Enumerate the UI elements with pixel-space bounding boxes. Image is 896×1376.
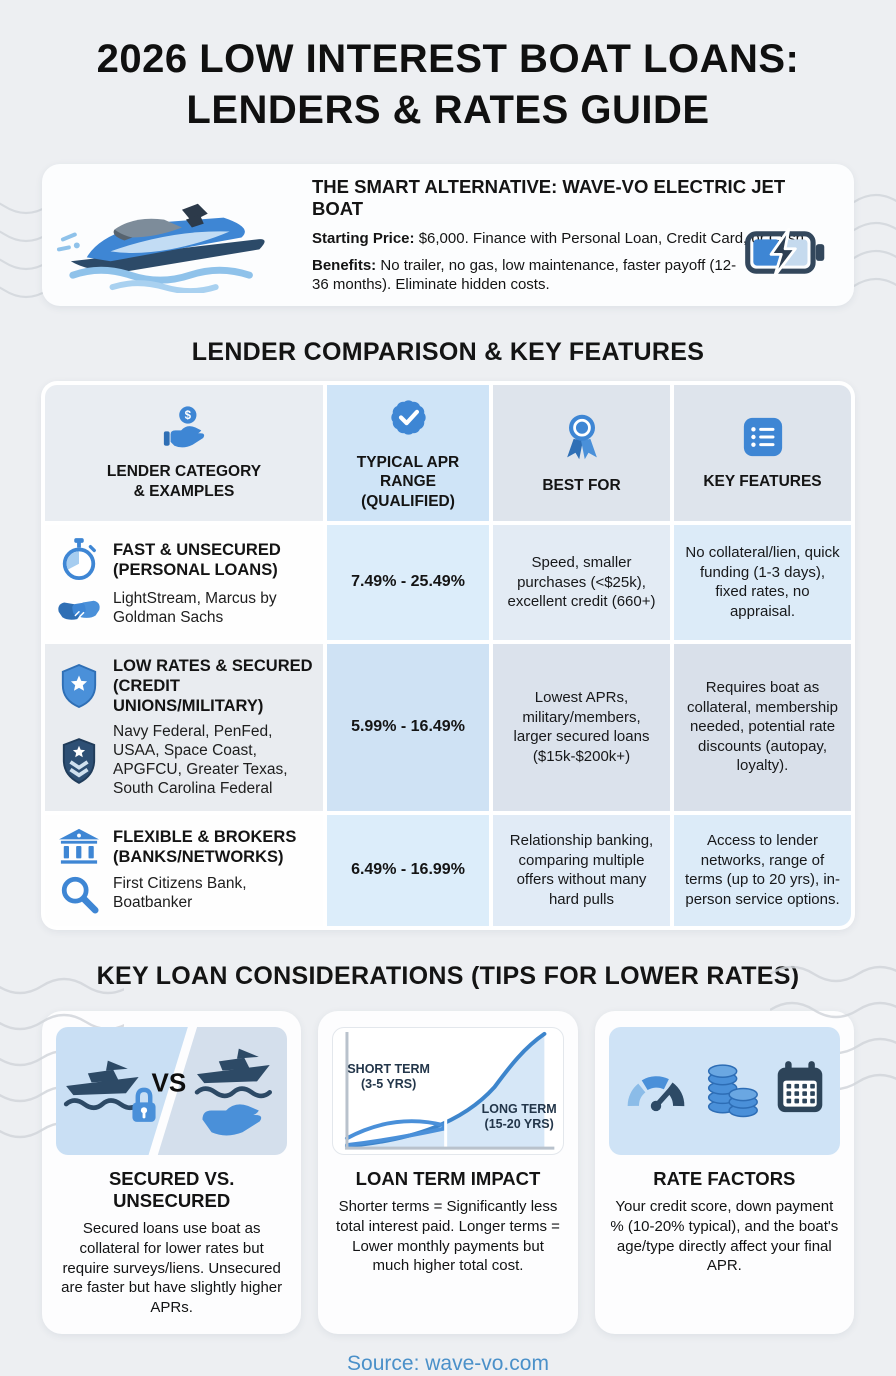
best-for-cell: Speed, smaller purchases (<$25k), excell… (493, 524, 670, 640)
rate-factors-graphic (608, 1026, 840, 1155)
shield-star-icon (55, 663, 103, 709)
jet-boat-illustration (42, 177, 312, 294)
lender-comparison-table: $ LENDER CATEGORY & EXAMPLES TYPICAL APR… (41, 381, 855, 930)
apr-value: 5.99% - 16.49% (351, 718, 465, 736)
hand-coin-icon: $ (161, 405, 207, 455)
secured-vs-unsecured-graphic: VS (56, 1026, 288, 1155)
page-title: 2026 LOW INTEREST BOAT LOANS: LENDERS & … (96, 37, 800, 133)
apr-cell: 7.49% - 25.49% (327, 524, 489, 640)
column-header-best-for: BEST FOR (493, 385, 670, 521)
benefits-label: Benefits: (312, 256, 377, 274)
term-cost-curves (345, 1031, 555, 1150)
card-body: Your credit score, down payment % (10-20… (610, 1197, 839, 1275)
column-header-key-features: KEY FEATURES (674, 385, 851, 521)
loan-term-chart: SHORT TERM (3-5 YRS) LONG TERM (15-20 YR… (332, 1026, 564, 1155)
card-title: LOAN TERM IMPACT (355, 1167, 541, 1189)
price-text: $6,000. Finance with Personal Loan, Cred… (414, 230, 809, 248)
key-features-text: Requires boat as collateral, membership … (687, 679, 838, 775)
vs-label: VS (151, 1067, 187, 1098)
hero-heading: THE SMART ALTERNATIVE: WAVE-VO ELECTRIC … (312, 176, 786, 220)
handshake-icon (55, 593, 103, 625)
hero-price-line: Starting Price: $6,000. Finance with Per… (312, 229, 838, 249)
considerations-heading: KEY LOAN CONSIDERATIONS (TIPS FOR LOWER … (96, 961, 800, 990)
key-features-cell: Access to lender networks, range of term… (674, 814, 851, 926)
calendar-icon (774, 1059, 826, 1122)
apr-value: 7.49% - 25.49% (351, 573, 465, 591)
key-features-cell: Requires boat as collateral, membership … (674, 643, 851, 811)
benefits-text: No trailer, no gas, low maintenance, fas… (312, 256, 737, 294)
list-icon (741, 415, 785, 464)
best-for-text: Lowest APRs, military/members, larger se… (513, 689, 650, 765)
military-rank-icon (55, 737, 103, 785)
stopwatch-icon (55, 537, 103, 583)
card-title: SECURED VS. UNSECURED (108, 1167, 235, 1211)
best-for-cell: Relationship banking, comparing multiple… (493, 814, 670, 926)
apr-cell: 6.49% - 16.99% (327, 814, 489, 926)
category-title: FLEXIBLE & BROKERS (BANKS/NETWORKS) (113, 827, 297, 866)
category-examples: Navy Federal, PenFed, USAA, Space Coast,… (113, 723, 288, 797)
apr-value: 6.49% - 16.99% (351, 861, 465, 879)
column-label: LENDER CATEGORY & EXAMPLES (106, 463, 262, 500)
card-rate-factors: RATE FACTORS Your credit score, down pay… (594, 1010, 854, 1334)
consideration-cards: VS SECURED VS. UNSECURED Secured loans u… (42, 1010, 854, 1334)
best-for-text: Relationship banking, comparing multiple… (509, 832, 654, 908)
apr-cell: 5.99% - 16.49% (327, 643, 489, 811)
card-loan-term-impact: SHORT TERM (3-5 YRS) LONG TERM (15-20 YR… (318, 1010, 578, 1334)
verified-badge-icon (386, 395, 431, 445)
award-ribbon-icon (561, 411, 603, 468)
category-examples: First Citizens Bank, Boatbanker (113, 875, 247, 911)
long-term-label: LONG TERM (15-20 YRS) (481, 1101, 557, 1131)
category-examples: LightStream, Marcus by Goldman Sachs (113, 589, 277, 626)
category-title: FAST & UNSECURED (PERSONAL LOANS) (113, 540, 281, 579)
comparison-heading: LENDER COMPARISON & KEY FEATURES (191, 338, 705, 367)
table-row-category-banks: FLEXIBLE & BROKERS (BANKS/NETWORKS) Firs… (45, 814, 323, 926)
column-label: KEY FEATURES (703, 472, 822, 490)
column-header-lender-category: $ LENDER CATEGORY & EXAMPLES (45, 385, 323, 521)
table-row-category-personal-loans: FAST & UNSECURED (PERSONAL LOANS) LightS… (45, 524, 323, 640)
column-label: BEST FOR (542, 476, 621, 494)
svg-text:$: $ (185, 410, 192, 422)
padlock-icon (128, 1085, 160, 1130)
key-features-text: No collateral/lien, quick funding (1-3 d… (685, 544, 840, 620)
boat-hand-icon (193, 1045, 281, 1150)
column-header-apr-range: TYPICAL APR RANGE (QUALIFIED) (327, 385, 489, 521)
card-title: RATE FACTORS (653, 1167, 796, 1189)
hero-benefits-line: Benefits: No trailer, no gas, low mainte… (312, 256, 752, 295)
magnifier-icon (55, 874, 103, 914)
hero-card: THE SMART ALTERNATIVE: WAVE-VO ELECTRIC … (42, 164, 854, 307)
key-features-text: Access to lender networks, range of term… (684, 832, 841, 908)
price-label: Starting Price: (312, 230, 415, 248)
coins-icon (704, 1058, 760, 1123)
bank-icon (55, 827, 103, 867)
gauge-icon (622, 1064, 690, 1117)
short-term-label: SHORT TERM (3-5 YRS) (347, 1061, 430, 1091)
card-body: Shorter terms = Significantly less total… (336, 1197, 560, 1275)
card-body: Secured loans use boat as collateral for… (61, 1219, 283, 1317)
key-features-cell: No collateral/lien, quick funding (1-3 d… (674, 524, 851, 640)
best-for-text: Speed, smaller purchases (<$25k), excell… (507, 554, 656, 611)
best-for-cell: Lowest APRs, military/members, larger se… (493, 643, 670, 811)
column-label: TYPICAL APR RANGE (QUALIFIED) (356, 453, 460, 510)
source-attribution: Source: wave-vo.com (347, 1351, 549, 1375)
card-secured-vs-unsecured: VS SECURED VS. UNSECURED Secured loans u… (42, 1010, 302, 1334)
table-row-category-credit-unions: LOW RATES & SECURED (CREDIT UNIONS/MILIT… (45, 643, 323, 811)
category-title: LOW RATES & SECURED (CREDIT UNIONS/MILIT… (113, 656, 313, 715)
battery-charging-icon (744, 226, 828, 284)
